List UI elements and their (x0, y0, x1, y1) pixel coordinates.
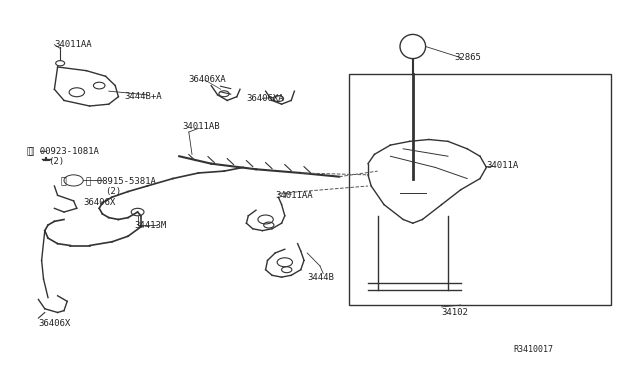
Text: Ⓦ: Ⓦ (27, 146, 33, 155)
Text: Ⓦ 00923-1081A: Ⓦ 00923-1081A (29, 146, 99, 155)
Text: 36406X: 36406X (83, 198, 115, 207)
Ellipse shape (400, 35, 426, 58)
Text: 3444B+A: 3444B+A (125, 92, 163, 101)
Text: 34011AA: 34011AA (275, 191, 313, 200)
Text: 34011AA: 34011AA (54, 40, 92, 49)
Text: Ⓦ: Ⓦ (61, 176, 67, 185)
Text: R3410017: R3410017 (514, 345, 554, 354)
Bar (349, 74, 611, 305)
Text: 36406XA: 36406XA (189, 76, 227, 84)
Text: (2): (2) (106, 187, 122, 196)
Text: 34011AB: 34011AB (182, 122, 220, 131)
Text: 36406X: 36406X (38, 319, 70, 328)
Text: 34413M: 34413M (134, 221, 166, 230)
Text: 3444B: 3444B (307, 273, 334, 282)
Text: 32865: 32865 (454, 53, 481, 62)
Text: 34102: 34102 (442, 308, 468, 317)
Text: 34011A: 34011A (486, 161, 518, 170)
Text: (2): (2) (48, 157, 64, 166)
Text: Ⓦ 08915-5381A: Ⓦ 08915-5381A (86, 176, 156, 185)
Text: 36406XA: 36406XA (246, 94, 284, 103)
